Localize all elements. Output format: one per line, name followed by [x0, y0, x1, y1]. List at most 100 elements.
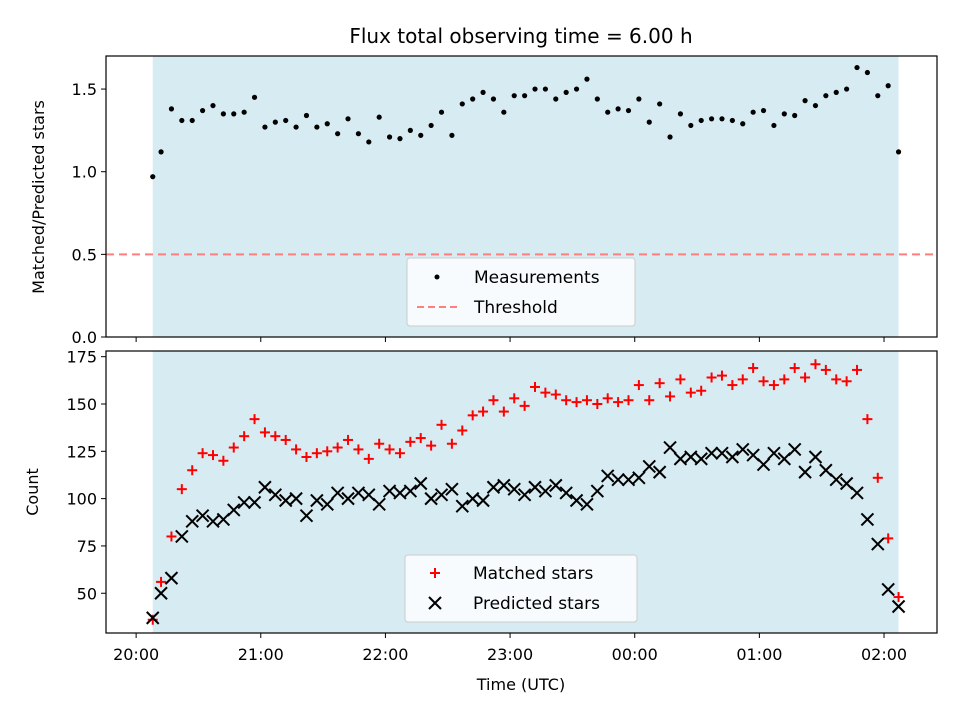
predicted-star-point: [850, 486, 864, 500]
measurement-point: [158, 149, 164, 155]
measurement-point: [189, 117, 195, 124]
predicted-star-point: [330, 486, 345, 500]
y-tick-label: 50: [77, 584, 97, 603]
matched-star-point: [613, 397, 624, 408]
matched-star-point: [446, 438, 457, 449]
predicted-star-point: [601, 469, 615, 483]
bottom-y-axis-label: Count: [23, 468, 42, 516]
measurement-point: [293, 124, 299, 130]
predicted-star-point: [704, 446, 719, 460]
measurement-point: [594, 96, 600, 102]
measurement-point: [708, 116, 715, 122]
measurement-point: [262, 124, 268, 130]
y-tick-label: 100: [66, 490, 97, 509]
measurement-point: [750, 109, 756, 115]
top-y-ticks: 0.0 0.5 1.0 1.5: [72, 80, 106, 347]
matched-star-point: [343, 434, 354, 445]
predicted-star-point: [725, 450, 740, 464]
matched-star-point: [800, 372, 811, 383]
predicted-star-point: [341, 491, 355, 506]
measurement-point: [438, 109, 445, 115]
matched-star-point: [665, 391, 676, 402]
y-tick-label: 0.5: [72, 245, 97, 264]
predicted-star-point: [663, 440, 677, 455]
matched-star-point: [654, 378, 665, 389]
x-axis-label: Time (UTC): [476, 675, 565, 694]
measurement-point: [397, 136, 403, 142]
measurement-point: [823, 93, 829, 99]
measurement-point: [501, 109, 507, 115]
matched-star-point: [176, 484, 187, 495]
measurement-point: [480, 89, 486, 95]
x-tick-label: 20:00: [113, 645, 159, 664]
y-tick-label: 125: [66, 442, 97, 461]
legend-measurements-marker: [434, 274, 440, 280]
y-tick-label: 0.0: [72, 328, 97, 347]
matched-star-point: [457, 425, 468, 436]
legend-threshold-label: Threshold: [473, 298, 558, 318]
measurement-point: [657, 101, 663, 107]
predicted-star-point: [227, 503, 241, 517]
matched-star-point: [436, 419, 447, 430]
measurement-point: [625, 107, 632, 114]
matched-star-point: [820, 364, 831, 375]
predicted-star-point: [146, 611, 160, 625]
legend-predicted-marker: [428, 596, 442, 610]
matched-star-point: [841, 376, 852, 387]
predicted-star-point: [164, 571, 179, 585]
matched-star-point: [322, 446, 333, 457]
measurement-point: [220, 111, 226, 117]
measurement-point: [875, 93, 881, 99]
matched-star-point: [270, 431, 281, 442]
matched-star-point: [363, 453, 374, 464]
measurement-point: [376, 114, 382, 120]
predicted-star-point: [403, 484, 418, 498]
y-tick-label: 175: [66, 348, 97, 367]
matched-star-point: [737, 374, 748, 385]
matched-star-point: [311, 448, 322, 459]
matched-star-point: [550, 389, 561, 400]
predicted-star-point: [268, 488, 283, 502]
bottom-y-ticks: 50 75 100 125 150 175: [66, 348, 106, 603]
matched-star-point: [187, 465, 198, 476]
measurement-point: [449, 132, 455, 138]
predicted-star-point: [465, 491, 480, 506]
matched-star-point: [467, 410, 478, 421]
matched-star-point: [291, 444, 302, 455]
predicted-star-point: [756, 457, 771, 472]
predicted-star-point: [829, 472, 843, 487]
measurement-point: [854, 64, 860, 71]
measurement-point: [386, 134, 393, 140]
measurement-point: [667, 134, 673, 140]
matched-star-point: [571, 397, 582, 408]
matched-star-point: [696, 385, 707, 396]
bottom-legend-box: [404, 554, 638, 623]
matched-star-point: [405, 436, 416, 447]
predicted-star-point: [351, 486, 366, 500]
predicted-star-point: [673, 452, 688, 466]
top-legend: Measurements Threshold: [406, 257, 636, 327]
measurement-point: [895, 149, 902, 155]
measurement-point: [241, 109, 247, 115]
matched-star-point: [530, 381, 541, 392]
matched-star-point: [353, 444, 364, 455]
predicted-star-point: [891, 599, 906, 614]
x-tick-label: 22:00: [362, 645, 408, 664]
measurement-point: [584, 76, 590, 82]
matched-star-point: [623, 395, 634, 406]
matched-star-point: [862, 414, 873, 425]
measurement-point: [812, 102, 819, 109]
measurement-point: [698, 117, 704, 124]
predicted-star-point: [206, 514, 220, 529]
measurement-point: [324, 121, 330, 127]
predicted-star-point: [517, 488, 532, 502]
top-axes-frame: [105, 55, 938, 338]
predicted-star-point: [684, 450, 698, 464]
measurement-point: [636, 96, 642, 102]
legend-matched-marker: [430, 568, 440, 578]
predicted-star-point: [694, 452, 708, 466]
matched-star-point: [675, 374, 686, 385]
measurement-point: [864, 69, 871, 76]
matched-star-point: [768, 380, 779, 391]
